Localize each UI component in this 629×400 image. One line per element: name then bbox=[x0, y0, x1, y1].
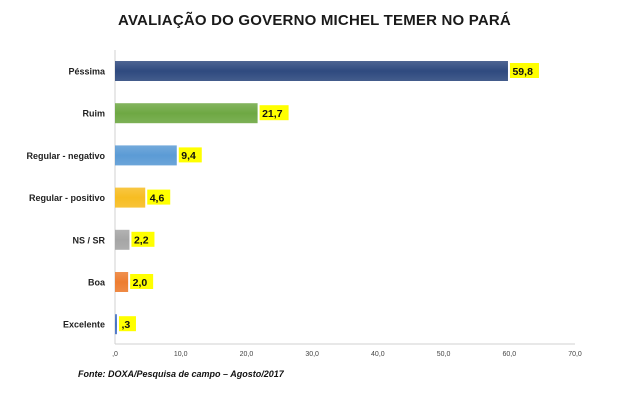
x-tick-label: 10,0 bbox=[174, 351, 188, 358]
source-note: Fonte: DOXA/Pesquisa de campo – Agosto/2… bbox=[78, 369, 284, 379]
bar bbox=[115, 61, 508, 81]
data-label-background bbox=[259, 105, 289, 121]
data-label-background bbox=[178, 147, 202, 163]
bar bbox=[115, 103, 258, 124]
data-label: 4,6 bbox=[150, 192, 165, 204]
category-label: Ruim bbox=[83, 109, 106, 119]
bar bbox=[115, 229, 130, 250]
data-label-background bbox=[118, 316, 136, 332]
data-label-background bbox=[131, 231, 155, 247]
data-label-background bbox=[509, 63, 539, 78]
data-label: ,3 bbox=[121, 319, 130, 331]
bar bbox=[115, 145, 177, 166]
bar bbox=[115, 314, 117, 335]
category-label: Péssima bbox=[68, 67, 106, 77]
data-label-background bbox=[130, 274, 154, 289]
bar bbox=[115, 272, 129, 292]
data-label: 2,0 bbox=[133, 277, 148, 289]
data-label: 21,7 bbox=[262, 108, 283, 120]
bar bbox=[115, 187, 146, 208]
category-label: Excelente bbox=[63, 320, 105, 330]
x-tick-label: 60,0 bbox=[502, 351, 516, 358]
x-tick-label: 30,0 bbox=[305, 351, 319, 358]
data-label: 2,2 bbox=[134, 235, 149, 247]
x-tick-label: 20,0 bbox=[240, 351, 254, 358]
category-label: Regular - negativo bbox=[26, 151, 105, 161]
data-label-background bbox=[147, 189, 171, 205]
data-label: 59,8 bbox=[512, 66, 533, 78]
x-tick-label: ,0 bbox=[112, 351, 118, 358]
category-label: Regular - positivo bbox=[29, 193, 106, 203]
chart-title: AVALIAÇÃO DO GOVERNO MICHEL TEMER NO PAR… bbox=[118, 12, 511, 29]
x-tick-label: 40,0 bbox=[371, 351, 385, 358]
x-tick-label: 70,0 bbox=[568, 351, 582, 358]
category-label: NS / SR bbox=[72, 235, 105, 245]
x-tick-label: 50,0 bbox=[437, 351, 451, 358]
data-label: 9,4 bbox=[181, 150, 196, 162]
category-label: Boa bbox=[88, 278, 106, 288]
